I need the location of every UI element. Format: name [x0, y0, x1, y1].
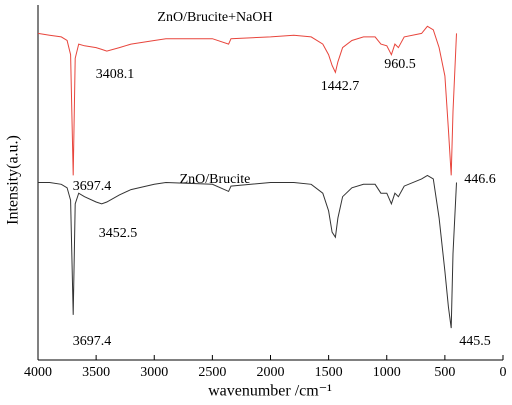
series-line [38, 174, 457, 329]
x-tick-label: 3000 [140, 365, 168, 380]
x-tick-label: 500 [434, 365, 455, 380]
peak-label: 3697.4 [73, 179, 112, 194]
peak-label: 3697.4 [73, 334, 112, 349]
x-tick-label: 4000 [24, 365, 52, 380]
peak-label: 446.6 [464, 172, 496, 187]
x-tick-label: 0 [500, 365, 507, 380]
peak-label: 3452.5 [99, 226, 138, 241]
x-tick-label: 1000 [373, 365, 401, 380]
x-tick-label: 2000 [257, 365, 285, 380]
y-axis-label: Intensity(a.u.) [5, 135, 22, 225]
x-tick-label: 2500 [198, 365, 226, 380]
series-label: ZnO/Brucite [180, 172, 251, 187]
x-tick-label: 3500 [82, 365, 110, 380]
series-label: ZnO/Brucite+NaOH [157, 10, 272, 25]
x-axis-label: wavenumber /cm⁻¹ [208, 383, 332, 400]
peak-label: 960.5 [384, 57, 416, 72]
series-line [37, 25, 457, 176]
x-tick-label: 1500 [315, 365, 343, 380]
peak-label: 445.5 [459, 334, 491, 349]
peak-label: 3408.1 [96, 67, 135, 82]
peak-label: 1442.7 [321, 79, 360, 94]
